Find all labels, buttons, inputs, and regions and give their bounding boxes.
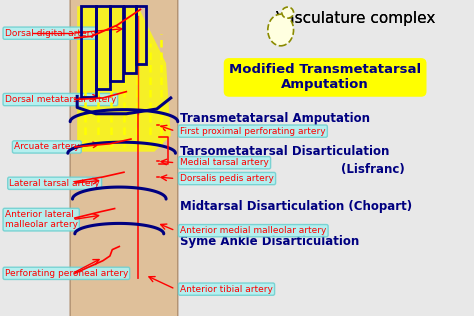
Text: Anterior tibial artery: Anterior tibial artery — [180, 285, 273, 294]
Text: Arcuate artery: Arcuate artery — [14, 143, 80, 151]
Polygon shape — [77, 6, 171, 152]
Text: Lateral tarsal artery: Lateral tarsal artery — [9, 179, 100, 188]
Text: Medial tarsal artery: Medial tarsal artery — [180, 158, 269, 167]
FancyBboxPatch shape — [70, 0, 178, 316]
Text: Anterior lateral
malleolar artery: Anterior lateral malleolar artery — [5, 210, 78, 229]
Text: Vasculature complex: Vasculature complex — [276, 11, 435, 27]
Text: Modified Transmetatarsal
Amputation: Modified Transmetatarsal Amputation — [229, 64, 421, 91]
Text: Vasculature complex: Vasculature complex — [276, 11, 435, 27]
Text: First proximal perforating artery: First proximal perforating artery — [180, 127, 326, 136]
Text: Tarsometatarsal Disarticulation: Tarsometatarsal Disarticulation — [180, 145, 390, 158]
Text: Syme Ankle Disarticulation: Syme Ankle Disarticulation — [180, 235, 359, 248]
Text: Perforating peroneal artery: Perforating peroneal artery — [5, 269, 128, 278]
Text: Transmetatarsal Amputation: Transmetatarsal Amputation — [180, 112, 370, 125]
Text: Dorsalis pedis artery: Dorsalis pedis artery — [180, 174, 274, 183]
Ellipse shape — [282, 7, 293, 18]
Ellipse shape — [268, 14, 293, 46]
Text: Midtarsal Disarticulation (Chopart): Midtarsal Disarticulation (Chopart) — [180, 200, 412, 214]
Text: Dorsal metatarsal artery: Dorsal metatarsal artery — [5, 95, 116, 104]
Text: (Lisfranc): (Lisfranc) — [341, 162, 405, 176]
Text: Dorsal digital artery: Dorsal digital artery — [5, 29, 95, 38]
Text: Anterior medial malleolar artery: Anterior medial malleolar artery — [180, 226, 327, 235]
